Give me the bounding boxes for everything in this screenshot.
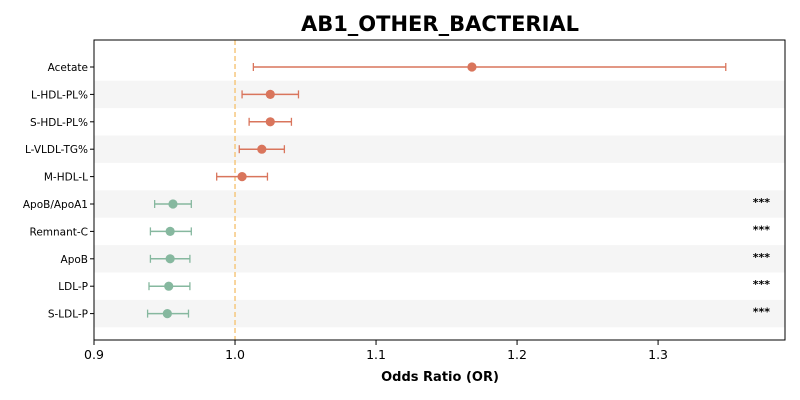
row-label: ApoB <box>61 254 88 266</box>
or-point <box>265 89 275 99</box>
forest-row: ApoB/ApoA1 *** <box>23 196 770 211</box>
row-label: M-HDL-L <box>44 172 88 184</box>
row-label: L-VLDL-TG% <box>25 144 88 156</box>
row-band <box>94 190 785 218</box>
significance-marker: *** <box>753 306 771 319</box>
or-point <box>168 199 178 209</box>
forest-row: M-HDL-L <box>44 172 269 184</box>
or-point <box>164 281 174 291</box>
significance-marker: *** <box>753 223 771 236</box>
row-label: LDL-P <box>58 281 88 293</box>
or-point <box>165 226 175 236</box>
row-label: L-HDL-PL% <box>31 89 88 101</box>
row-band <box>94 135 785 163</box>
x-tick-label: 1.2 <box>507 347 527 362</box>
x-tick-label: 1.0 <box>225 347 245 362</box>
or-point <box>237 172 247 182</box>
forest-row: L-HDL-PL% <box>31 89 300 101</box>
or-point <box>257 144 267 154</box>
x-tick-label: 1.3 <box>648 347 668 362</box>
row-bands <box>94 80 785 328</box>
x-tick-label: 0.9 <box>84 347 104 362</box>
forest-row: S-HDL-PL% <box>30 117 293 129</box>
significance-marker: *** <box>753 278 771 291</box>
significance-marker: *** <box>753 251 771 264</box>
significance-marker: *** <box>753 196 771 209</box>
row-label: S-LDL-P <box>48 309 88 321</box>
x-axis: 0.9 1.0 1.1 1.2 1.3 <box>84 340 668 362</box>
or-point <box>467 62 477 72</box>
row-label: ApoB/ApoA1 <box>23 199 88 211</box>
or-point <box>265 117 275 127</box>
x-tick-label: 1.1 <box>366 347 386 362</box>
chart-title: AB1_OTHER_BACTERIAL <box>301 12 579 36</box>
forest-row: L-VLDL-TG% <box>25 144 286 156</box>
row-band <box>94 245 785 273</box>
x-axis-label: Odds Ratio (OR) <box>381 370 499 385</box>
forest-row: S-LDL-P *** <box>48 306 770 321</box>
or-point <box>165 254 175 264</box>
row-label: Acetate <box>48 62 88 74</box>
forest-row: ApoB *** <box>61 251 771 266</box>
forest-row: Acetate <box>48 62 727 74</box>
row-band <box>94 299 785 328</box>
forest-row: Remnant-C *** <box>30 223 771 238</box>
row-label: Remnant-C <box>30 226 89 238</box>
row-label: S-HDL-PL% <box>30 117 88 129</box>
or-point <box>162 309 172 319</box>
forest-row: LDL-P *** <box>58 278 770 293</box>
row-band <box>94 80 785 109</box>
plot-frame <box>93 39 786 341</box>
data-rows: Acetate L-HDL-PL% S-HDL-PL% L-VLDL-TG% M-HDL… <box>23 62 770 321</box>
